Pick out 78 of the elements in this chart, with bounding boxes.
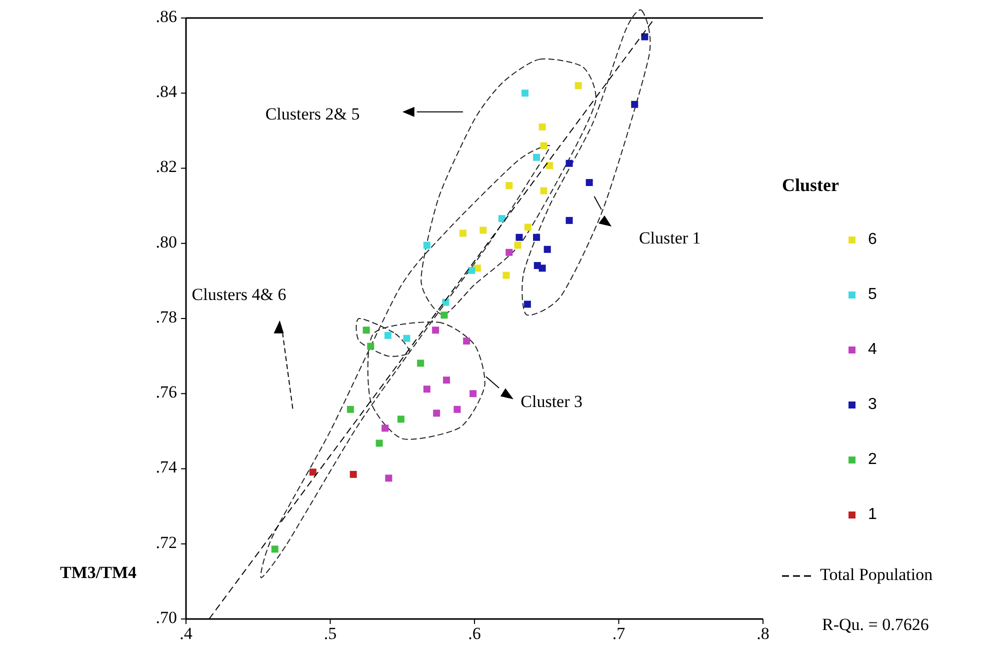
legend-title: Cluster bbox=[782, 175, 839, 196]
point bbox=[516, 234, 523, 241]
annotation: Clusters 2& 5 bbox=[265, 104, 360, 124]
point bbox=[346, 406, 354, 413]
point bbox=[502, 272, 510, 279]
text: R-Qu. = 0.7626 bbox=[822, 614, 929, 634]
point bbox=[443, 376, 450, 384]
y-tick-label: .74 bbox=[156, 458, 178, 477]
point bbox=[367, 342, 374, 350]
point bbox=[384, 332, 392, 339]
point bbox=[309, 468, 316, 476]
point bbox=[506, 182, 513, 190]
point bbox=[538, 123, 546, 130]
point bbox=[417, 360, 424, 367]
legend-label: 4 bbox=[868, 341, 877, 358]
point bbox=[442, 298, 450, 306]
point bbox=[397, 416, 404, 423]
point bbox=[271, 546, 278, 553]
point bbox=[574, 82, 582, 90]
point bbox=[544, 246, 551, 253]
point bbox=[350, 470, 357, 478]
annotation: Cluster 1 bbox=[638, 228, 701, 248]
y-tick-label: .70 bbox=[156, 608, 177, 627]
point bbox=[641, 33, 648, 40]
y-tick-label: .86 bbox=[156, 6, 177, 26]
point bbox=[506, 248, 513, 256]
y-tick-label: .84 bbox=[156, 82, 178, 102]
point bbox=[362, 326, 370, 334]
point bbox=[521, 90, 528, 97]
point bbox=[538, 264, 546, 272]
point bbox=[423, 242, 430, 249]
legend-label: 3 bbox=[868, 396, 877, 414]
y-tick-label: .82 bbox=[156, 157, 177, 176]
legend-label: Total Population bbox=[820, 564, 934, 584]
point bbox=[540, 187, 548, 194]
y-tick-label: .72 bbox=[156, 532, 177, 552]
legend-label: 2 bbox=[868, 451, 877, 468]
point bbox=[423, 386, 430, 393]
annotation: Clusters 4& 6 bbox=[192, 284, 286, 304]
y-tick-label: .76 bbox=[156, 382, 177, 402]
point bbox=[433, 410, 440, 417]
point bbox=[463, 338, 470, 345]
legend-label: 5 bbox=[868, 286, 877, 304]
point bbox=[459, 230, 466, 237]
y-tick-label: .80 bbox=[156, 232, 177, 252]
point bbox=[533, 234, 540, 241]
point bbox=[498, 215, 506, 222]
point bbox=[533, 154, 540, 161]
annotation: Cluster 3 bbox=[520, 392, 583, 411]
x-tick-label: .7 bbox=[612, 624, 626, 643]
point bbox=[432, 326, 440, 334]
y-tick-label: .78 bbox=[156, 307, 177, 326]
point bbox=[440, 312, 448, 319]
point bbox=[524, 300, 531, 308]
x-tick-label: .6 bbox=[468, 624, 481, 643]
point bbox=[385, 474, 392, 482]
point bbox=[546, 162, 554, 170]
point bbox=[376, 440, 383, 447]
point bbox=[524, 224, 532, 231]
point bbox=[468, 266, 476, 274]
point bbox=[382, 424, 389, 432]
point bbox=[566, 160, 573, 167]
point bbox=[470, 390, 477, 398]
legend-label: 6 bbox=[868, 231, 877, 248]
point bbox=[403, 334, 410, 342]
x-tick-label: .8 bbox=[756, 624, 770, 643]
point bbox=[480, 226, 487, 234]
y-axis-title: TM3/TM4 bbox=[60, 562, 137, 582]
point bbox=[514, 242, 522, 249]
legend-label: 1 bbox=[868, 506, 877, 524]
x-tick-label: .5 bbox=[324, 624, 337, 643]
x-tick-label: .4 bbox=[180, 624, 193, 643]
point bbox=[566, 216, 573, 224]
point bbox=[540, 142, 548, 150]
point bbox=[454, 406, 461, 413]
point bbox=[474, 264, 481, 272]
point bbox=[631, 100, 638, 108]
point bbox=[586, 179, 593, 186]
